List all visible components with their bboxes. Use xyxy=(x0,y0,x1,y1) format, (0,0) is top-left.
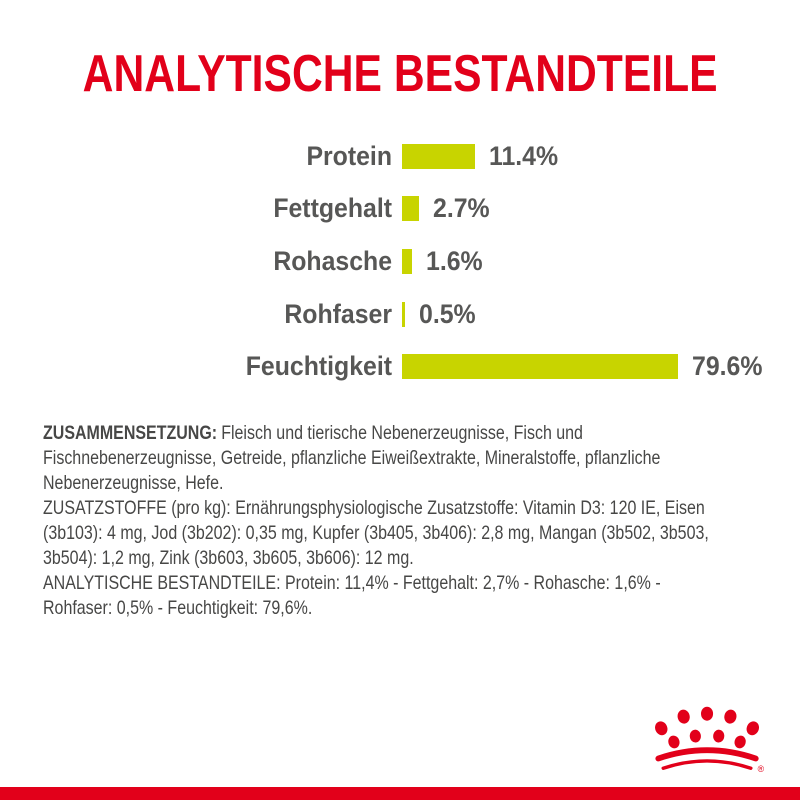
bar-value-cell: 11.4% xyxy=(489,141,564,172)
composition-line: Fischnebenerzeugnisse, Getreide, pflanzl… xyxy=(43,447,661,469)
composition-text: Fleisch und tierische Nebenerzeugnisse, … xyxy=(221,422,583,444)
analytical-line: Rohfaser: 0,5% - Feuchtigkeit: 79,6%. xyxy=(43,597,313,619)
bar-value-cell: 79.6% xyxy=(692,351,769,382)
composition-label: ZUSAMMENSETZUNG: xyxy=(43,422,218,444)
bar-segment xyxy=(402,248,413,274)
composition-line: ZUSAMMENSETZUNG: Fleisch und tierische Ne… xyxy=(43,421,664,446)
bar-value: 0.5% xyxy=(419,298,476,329)
bar-value: 2.7% xyxy=(433,193,490,224)
bar-label-cell: Protein xyxy=(40,141,392,172)
bar-value-cell: 0.5% xyxy=(419,299,481,330)
bottom-red-band xyxy=(0,787,800,800)
bar-chart: Protein 11.4% Fettgehalt 2.7% Rohasche 1… xyxy=(40,130,780,393)
bar-segment xyxy=(402,354,678,380)
bar-label: Feuchtigkeit xyxy=(245,351,392,382)
bar-label: Rohfaser xyxy=(284,298,392,329)
bar-chart-row: Protein 11.4% xyxy=(40,130,780,183)
bar-label: Fettgehalt xyxy=(273,193,392,224)
additives-line: (3b103): 4 mg, Jod (3b202): 0,35 mg, Kup… xyxy=(43,522,709,544)
bar-value-cell: 2.7% xyxy=(433,193,495,224)
bar-value-cell: 1.6% xyxy=(426,246,488,277)
additives-line: 3b504): 1,2 mg, Zink (3b603, 3b605, 3b60… xyxy=(43,547,414,569)
registered-mark: ® xyxy=(758,764,765,774)
bar-label: Protein xyxy=(306,140,392,171)
analytical-line: ANALYTISCHE BESTANDTEILE: Protein: 11,4%… xyxy=(43,572,661,594)
bar-chart-row: Rohfaser 0.5% xyxy=(40,288,780,341)
bar-chart-row: Rohasche 1.6% xyxy=(40,235,780,288)
bar-label-cell: Feuchtigkeit xyxy=(40,351,392,382)
bar-value: 79.6% xyxy=(692,351,763,382)
page-title: ANALYTISCHE BESTANDTEILE xyxy=(82,45,718,103)
bar-value: 11.4% xyxy=(488,140,559,171)
bar-label-cell: Rohasche xyxy=(40,246,392,277)
bar-label-cell: Rohfaser xyxy=(40,299,392,330)
ingredients-text-block: ZUSAMMENSETZUNG: Fleisch und tierische Ne… xyxy=(43,421,800,621)
additives-line: ZUSATZSTOFFE (pro kg): Ernährungsphysiol… xyxy=(43,497,705,519)
bar-segment xyxy=(402,143,475,169)
bar-label: Rohasche xyxy=(273,245,392,276)
bar-segment xyxy=(402,196,420,222)
royal-canin-crown-icon: ® xyxy=(655,706,765,774)
title-row: ANALYTISCHE BESTANDTEILE xyxy=(0,48,800,100)
bar-value: 1.6% xyxy=(426,245,483,276)
bar-chart-row: Fettgehalt 2.7% xyxy=(40,183,780,236)
bar-segment xyxy=(402,301,406,327)
bar-chart-row: Feuchtigkeit 79.6% xyxy=(40,340,780,393)
bar-label-cell: Fettgehalt xyxy=(40,193,392,224)
composition-line: Nebenerzeugnisse, Hefe. xyxy=(43,472,224,494)
